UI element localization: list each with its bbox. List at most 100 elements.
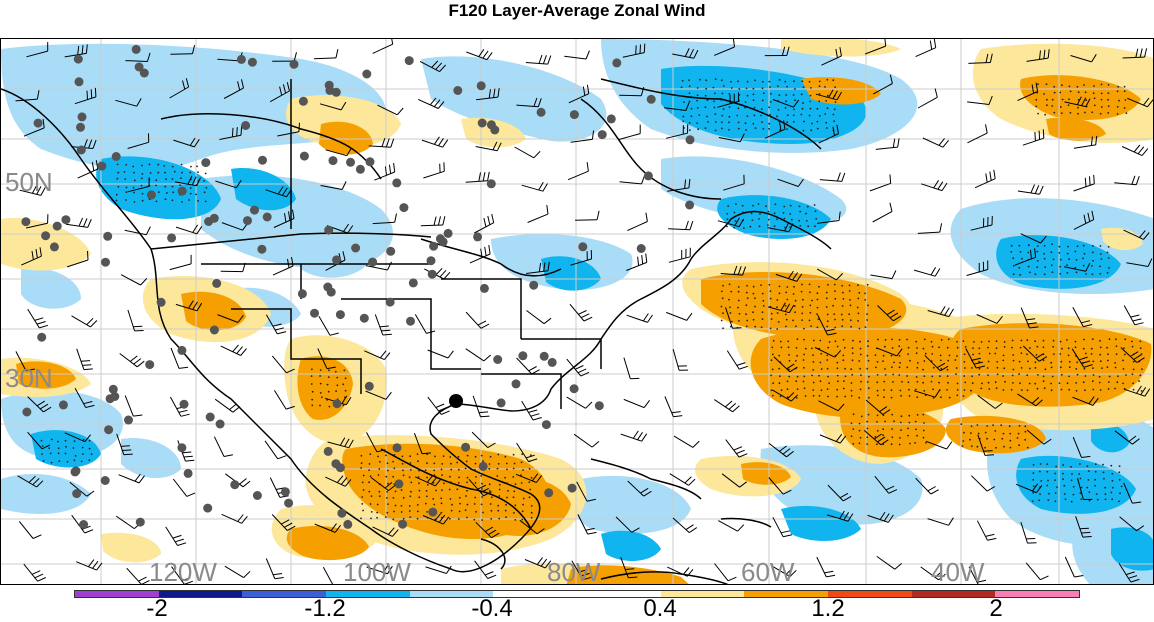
station-marker	[518, 351, 528, 361]
stipple-dot	[901, 380, 903, 383]
stipple-dot	[361, 496, 364, 498]
wind-barb	[772, 389, 799, 402]
stipple-dot	[1009, 432, 1012, 435]
colorbar-segment	[577, 591, 661, 597]
stipple-dot	[769, 101, 772, 103]
stipple-dot	[115, 193, 118, 196]
stipple-dot	[760, 284, 762, 286]
station-marker	[177, 345, 187, 355]
stipple-dot	[1115, 338, 1117, 341]
wind-barb	[265, 314, 287, 335]
stipple-dot	[778, 367, 781, 370]
stipple-dot	[867, 345, 869, 348]
stipple-dot	[786, 286, 789, 288]
stipple-dot	[369, 453, 372, 456]
station-marker	[108, 384, 118, 394]
stipple-dot	[1012, 382, 1014, 384]
wind-barb	[472, 395, 490, 418]
stipple-dot	[1092, 367, 1094, 369]
stipple-dot	[1035, 354, 1038, 356]
stipple-dot	[490, 496, 493, 499]
stipple-dot	[826, 320, 829, 323]
stipple-dot	[784, 80, 787, 83]
stipple-dot	[932, 388, 934, 391]
stipple-dot	[385, 475, 388, 478]
stipple-dot	[1095, 493, 1098, 495]
stipple-dot	[946, 368, 949, 371]
wind-barb	[220, 262, 246, 273]
stipple-dot	[721, 297, 724, 300]
stipple-dot	[963, 375, 966, 377]
stipple-dot	[963, 361, 966, 363]
stipple-dot	[753, 106, 756, 109]
stipple-dot	[784, 107, 787, 109]
highlighted-station-marker	[449, 394, 463, 408]
stipple-dot	[682, 120, 685, 123]
stipple-dot	[1010, 251, 1013, 253]
wind-barb	[965, 348, 986, 369]
stipple-dot	[750, 212, 753, 215]
stipple-dot	[475, 476, 477, 478]
stipple-dot	[774, 203, 777, 206]
stipple-dot	[816, 313, 818, 316]
stipple-dot	[1093, 85, 1095, 87]
stipple-dot	[456, 461, 459, 464]
stipple-dot	[385, 454, 387, 457]
station-marker	[541, 420, 551, 430]
stipple-dot	[978, 352, 981, 355]
stipple-dot	[409, 495, 412, 498]
stipple-dot	[796, 338, 799, 341]
stipple-dot	[42, 460, 45, 462]
stipple-dot	[916, 380, 919, 383]
stipple-dot	[512, 467, 515, 470]
station-marker	[70, 467, 80, 477]
stipple-dot	[720, 121, 723, 124]
stipple-dot	[1115, 353, 1118, 355]
stipple-dot	[158, 191, 160, 194]
stipple-dot	[852, 428, 855, 430]
stipple-dot	[728, 106, 731, 108]
colorbar-segment	[744, 591, 829, 597]
stipple-dot	[457, 482, 460, 484]
stipple-dot	[434, 455, 436, 458]
stipple-dot	[1077, 112, 1079, 115]
stipple-dot	[836, 395, 838, 398]
wind-barb	[423, 162, 445, 179]
stipple-dot	[475, 510, 477, 513]
stipple-dot	[1107, 246, 1110, 248]
stipple-dot	[1107, 112, 1110, 114]
wind-barb	[65, 217, 92, 228]
stipple-dot	[986, 367, 989, 369]
stipple-dot	[923, 422, 925, 424]
stipple-dot	[832, 304, 834, 307]
wind-barb	[469, 245, 491, 264]
wind-barb	[1123, 385, 1151, 397]
wind-barb	[1114, 175, 1140, 186]
wind-barb	[420, 216, 446, 227]
stipple-dot	[1138, 380, 1140, 382]
wind-barb	[69, 481, 95, 497]
stipple-dot	[451, 503, 453, 506]
colorbar-segment	[326, 591, 410, 597]
wind-barb	[125, 52, 151, 62]
wind-barb	[1075, 516, 1092, 538]
stipple-dot	[850, 368, 853, 371]
wind-barb	[619, 86, 645, 97]
stipple-dot	[803, 338, 805, 341]
stipple-dot	[1115, 345, 1118, 348]
stipple-dot	[1060, 388, 1063, 391]
stipple-dot	[772, 339, 775, 342]
stipple-dot	[1043, 244, 1046, 247]
stipple-dot	[751, 219, 754, 222]
stipple-dot	[834, 101, 837, 103]
stipple-dot	[1087, 470, 1090, 472]
stipple-dot	[1084, 375, 1087, 377]
stipple-dot	[728, 93, 731, 95]
wind-barb	[19, 185, 46, 196]
stipple-dot	[1104, 493, 1107, 496]
stipple-dot	[498, 517, 501, 520]
stipple-dot	[964, 381, 967, 384]
stipple-dot	[843, 346, 846, 349]
stipple-dot	[1039, 470, 1041, 473]
wind-barb	[1020, 307, 1039, 329]
